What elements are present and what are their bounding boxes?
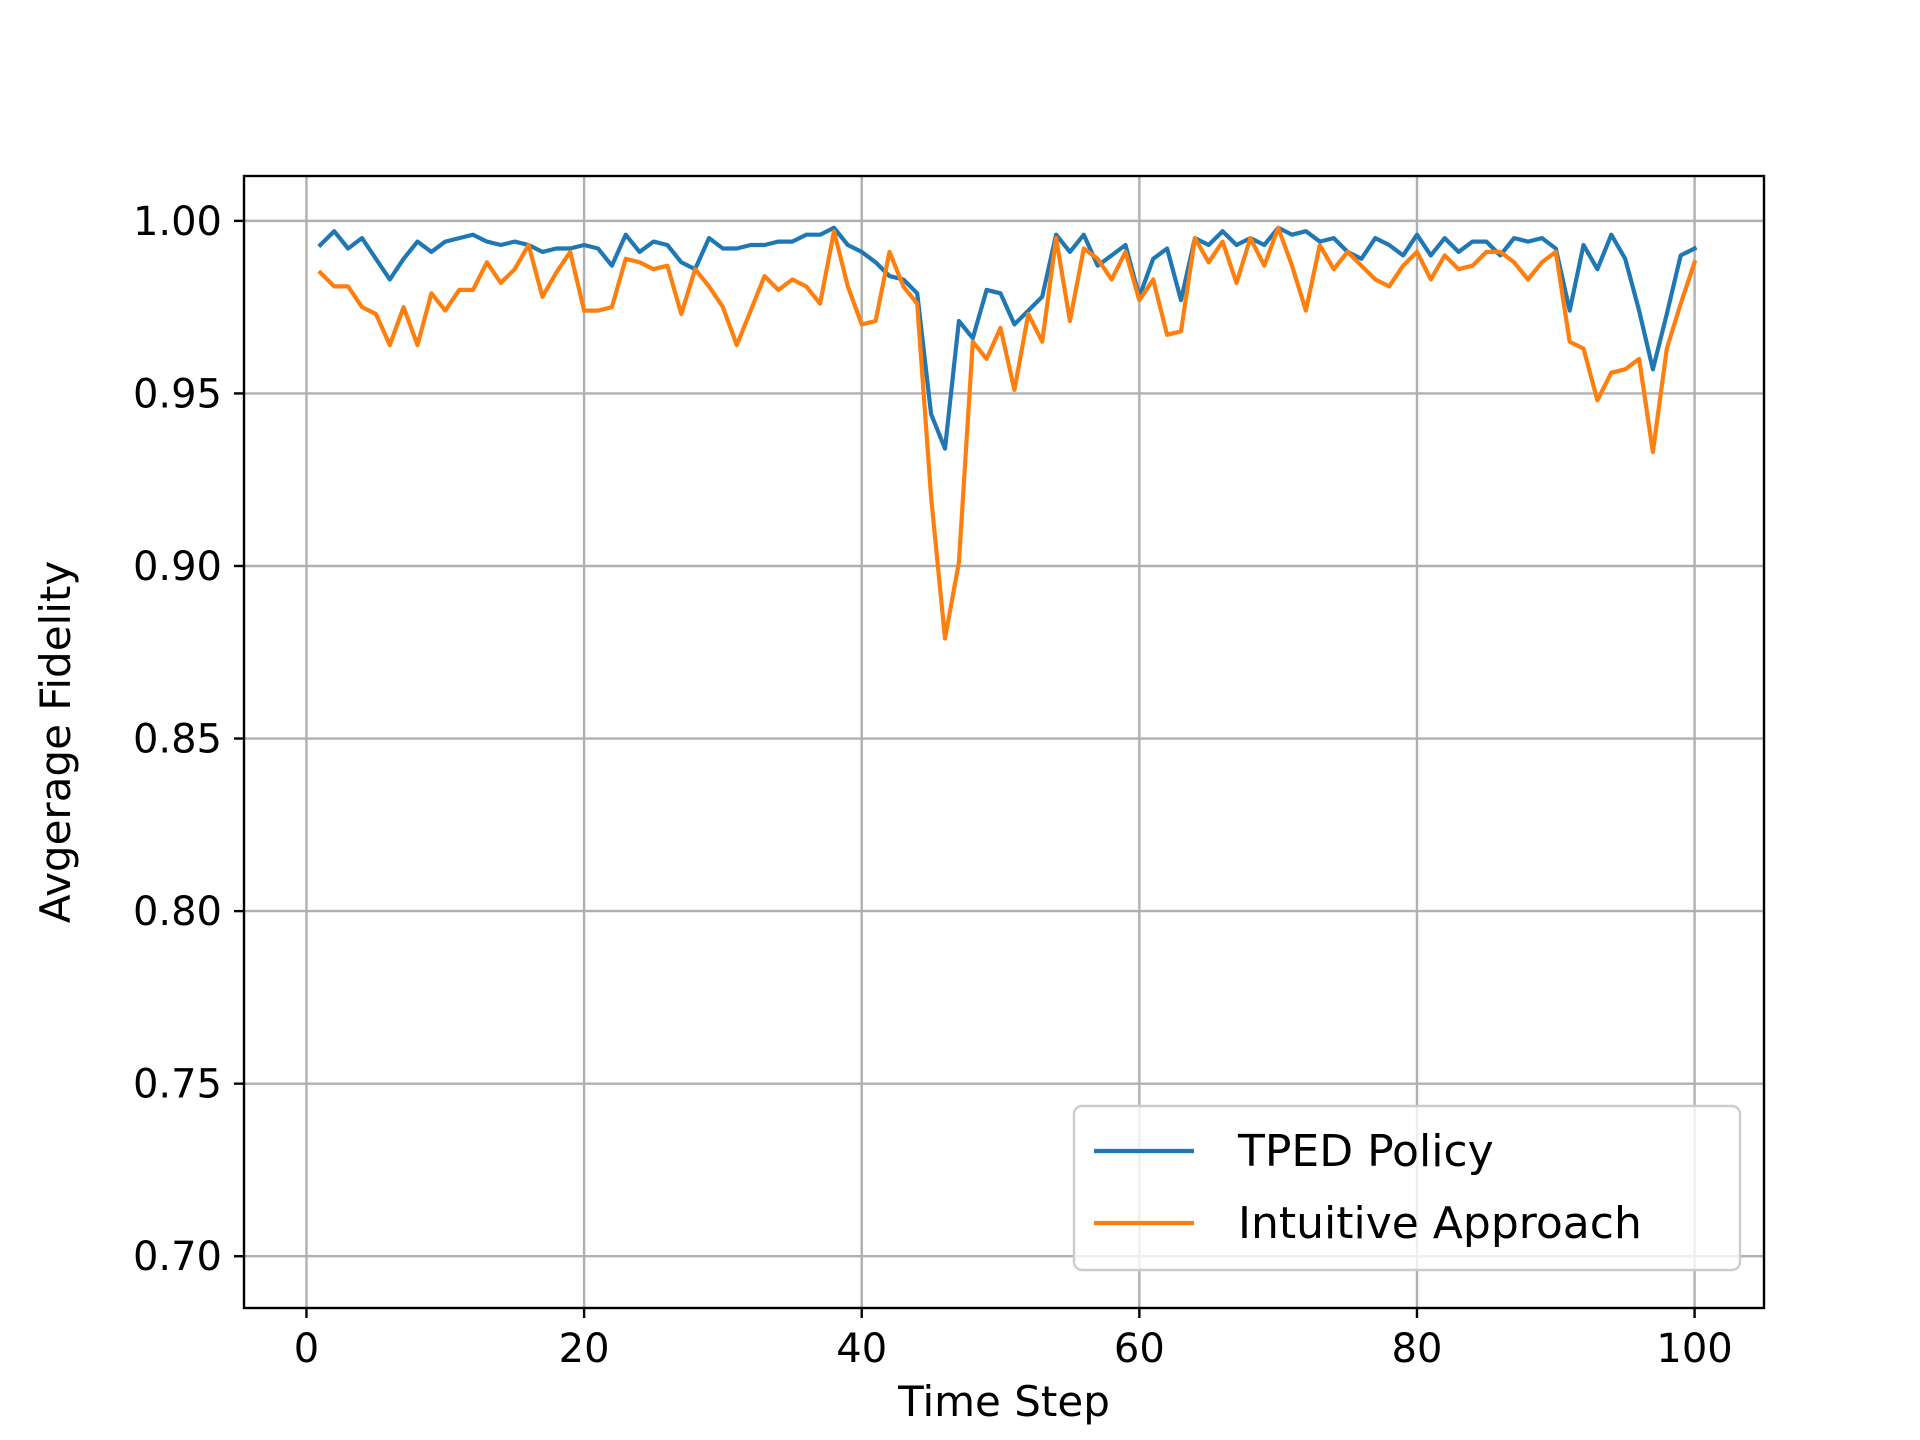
y-axis-label: Avgerage Fidelity xyxy=(31,561,80,923)
x-tick-label: 0 xyxy=(294,1326,319,1372)
legend-entry: TPED Policy xyxy=(1237,1126,1494,1177)
grid xyxy=(244,176,1764,1308)
series-line-tped-policy xyxy=(317,225,1698,451)
y-tick-label: 0.85 xyxy=(133,717,222,763)
series-group xyxy=(317,225,1698,641)
legend-box xyxy=(1072,1104,1742,1272)
legend-entry: Intuitive Approach xyxy=(1238,1198,1642,1249)
y-tick-label: 0.95 xyxy=(133,371,222,417)
x-tick-label: 80 xyxy=(1392,1326,1443,1372)
x-tick-label: 20 xyxy=(559,1326,610,1372)
y-tick-label: 0.75 xyxy=(133,1062,222,1108)
y-tick-label: 0.80 xyxy=(133,889,222,935)
y-axis: 0.70 0.75 0.80 0.85 0.90 0.95 1.00 xyxy=(133,199,244,1280)
x-tick-label: 100 xyxy=(1656,1326,1732,1372)
y-tick-label: 0.90 xyxy=(133,544,222,590)
plot-frame xyxy=(242,174,1766,1310)
legend: TPED Policy Intuitive Approach xyxy=(1072,1104,1742,1272)
x-axis-label: Time Step xyxy=(897,1377,1110,1426)
y-tick-label: 1.00 xyxy=(133,199,222,245)
x-tick-label: 60 xyxy=(1114,1326,1165,1372)
y-tick-label: 0.70 xyxy=(133,1234,222,1280)
x-axis: 0 20 40 60 80 100 xyxy=(294,1308,1733,1372)
series-line-intuitive-approach xyxy=(317,225,1698,641)
x-tick-label: 40 xyxy=(836,1326,887,1372)
